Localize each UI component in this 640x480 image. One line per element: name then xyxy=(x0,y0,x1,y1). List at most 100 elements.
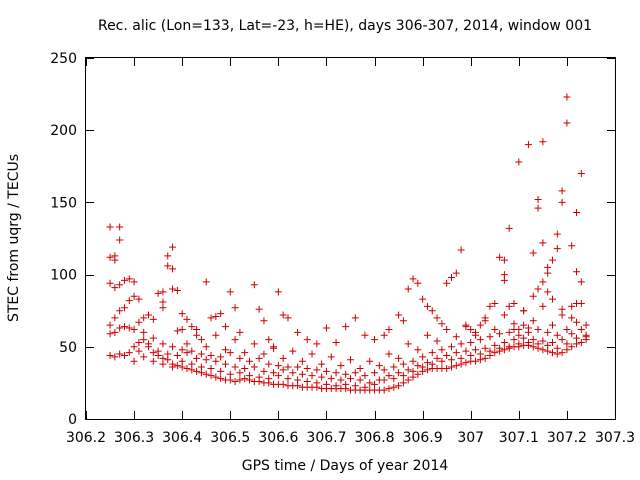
data-point xyxy=(423,366,431,374)
data-point xyxy=(236,354,244,362)
data-point xyxy=(145,340,153,348)
data-point xyxy=(515,158,523,166)
data-point xyxy=(548,256,556,264)
data-point xyxy=(183,340,191,348)
data-point xyxy=(371,369,379,377)
data-point xyxy=(462,323,470,331)
data-point xyxy=(284,314,292,322)
data-point xyxy=(169,265,177,273)
data-point xyxy=(207,314,215,322)
data-point xyxy=(399,360,407,368)
data-point xyxy=(399,317,407,325)
data-point xyxy=(159,304,167,312)
data-point xyxy=(332,382,340,390)
data-point xyxy=(505,224,513,232)
data-point xyxy=(529,249,537,257)
data-point xyxy=(202,278,210,286)
x-tick-label: 306.8 xyxy=(354,430,394,446)
data-point xyxy=(212,357,220,365)
data-point xyxy=(236,328,244,336)
data-point xyxy=(120,323,128,331)
data-point xyxy=(231,304,239,312)
data-point xyxy=(202,343,210,351)
data-point xyxy=(183,349,191,357)
data-point xyxy=(496,330,504,338)
data-point xyxy=(395,354,403,362)
data-point xyxy=(419,353,427,361)
data-point xyxy=(515,340,523,348)
data-point xyxy=(409,357,417,365)
data-point xyxy=(467,325,475,333)
x-tick-label: 307.3 xyxy=(595,430,635,446)
data-point xyxy=(294,376,302,384)
data-point xyxy=(491,325,499,333)
data-point xyxy=(438,357,446,365)
data-point xyxy=(351,382,359,390)
data-point xyxy=(250,281,258,289)
data-point xyxy=(347,375,354,383)
data-point xyxy=(149,357,157,365)
data-point xyxy=(539,337,547,345)
data-point xyxy=(342,380,350,388)
data-point xyxy=(337,362,345,370)
data-point xyxy=(308,350,316,358)
data-point xyxy=(395,382,403,390)
data-point xyxy=(106,253,114,261)
data-point xyxy=(505,343,513,351)
data-point xyxy=(279,380,287,388)
x-tick-label: 307 xyxy=(457,430,484,446)
data-point xyxy=(404,340,412,348)
data-point xyxy=(399,379,407,387)
data-point xyxy=(260,350,268,358)
data-point xyxy=(274,362,282,370)
data-point xyxy=(553,344,561,352)
data-point xyxy=(111,353,119,361)
data-point xyxy=(496,253,504,261)
data-point xyxy=(500,276,508,284)
data-point xyxy=(226,349,234,357)
data-point xyxy=(332,338,340,346)
data-point xyxy=(443,364,451,372)
plot-frame xyxy=(85,57,616,420)
data-point xyxy=(250,340,258,348)
data-point xyxy=(462,347,470,355)
data-point xyxy=(188,347,196,355)
data-point xyxy=(563,325,571,333)
data-point xyxy=(548,349,556,357)
data-point xyxy=(462,359,470,367)
data-point xyxy=(414,346,422,354)
data-point xyxy=(164,252,172,260)
data-point xyxy=(568,314,576,322)
data-point xyxy=(486,333,494,341)
data-point xyxy=(447,343,455,351)
data-point xyxy=(202,356,210,364)
data-point xyxy=(534,340,542,348)
data-point xyxy=(568,343,576,351)
data-point xyxy=(178,310,186,318)
data-point xyxy=(140,314,148,322)
data-point xyxy=(154,289,162,297)
data-point xyxy=(183,364,191,372)
data-point xyxy=(491,299,499,307)
data-point xyxy=(399,372,407,380)
y-tick-label: 50 xyxy=(59,340,77,356)
data-point xyxy=(289,347,297,355)
data-point xyxy=(361,372,369,380)
data-point xyxy=(120,304,128,312)
x-tick-label: 306.4 xyxy=(162,430,202,446)
data-point xyxy=(563,119,571,127)
data-point xyxy=(481,317,489,325)
x-axis: 306.2 306.3 306.4 306.5 306.6 306.7 306.8 306.9… xyxy=(66,58,635,446)
data-point xyxy=(548,321,556,329)
data-point xyxy=(476,321,484,329)
data-point xyxy=(279,354,287,362)
data-point xyxy=(515,325,523,333)
data-point xyxy=(342,323,350,331)
data-point xyxy=(265,360,273,368)
data-point xyxy=(385,325,393,333)
data-point xyxy=(116,223,124,231)
data-point xyxy=(111,314,119,322)
data-point xyxy=(534,204,542,212)
data-point xyxy=(520,334,528,342)
data-point xyxy=(193,354,201,362)
